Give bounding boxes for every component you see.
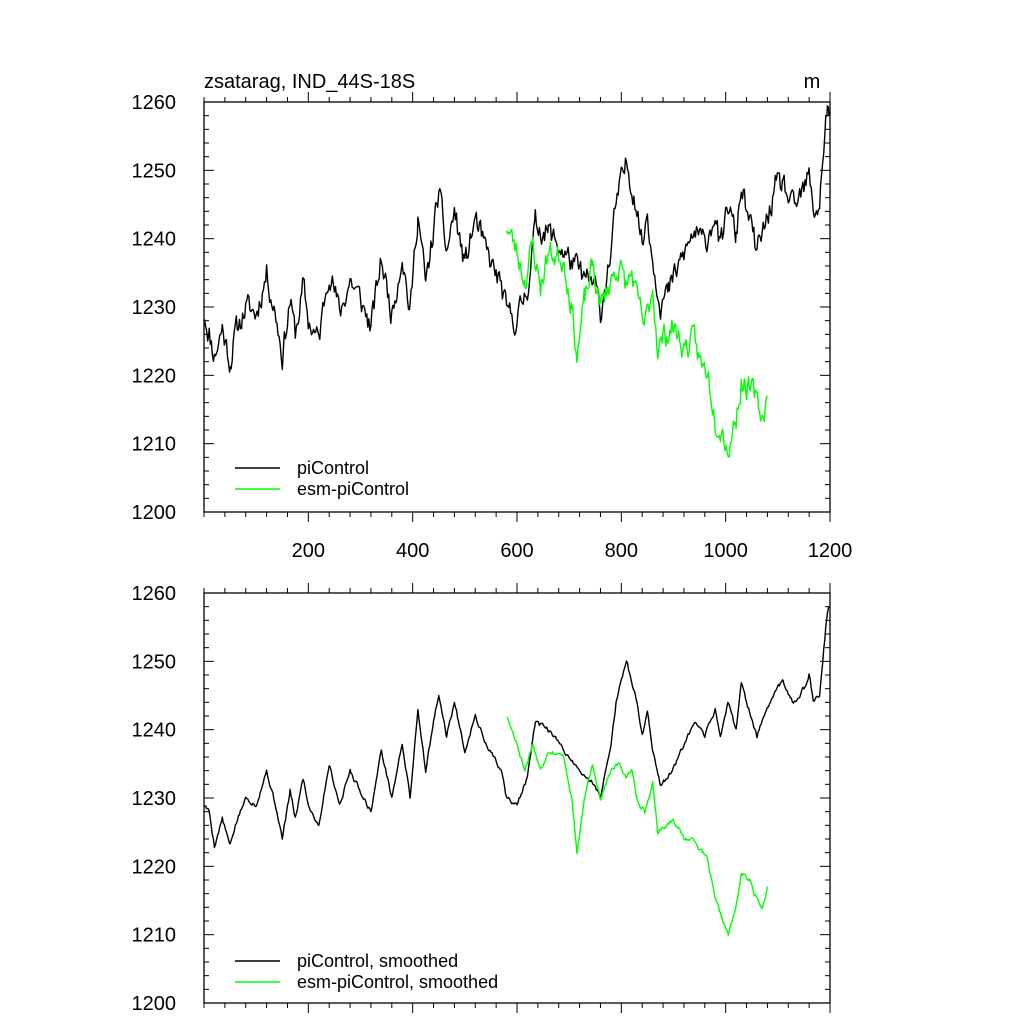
x-tick-label: 1000 <box>703 540 748 562</box>
series-line-picontrol <box>204 105 830 373</box>
y-tick-label: 1230 <box>132 788 177 810</box>
x-tick-label: 200 <box>292 540 325 562</box>
y-tick-label: 1230 <box>132 297 177 319</box>
series-line-esm-picontrol <box>505 228 768 458</box>
legend-label: piControl <box>297 458 369 478</box>
units-label: m <box>804 71 821 93</box>
plot-title: zsatarag, IND_44S-18S <box>204 71 415 93</box>
y-tick-label: 1200 <box>132 502 177 524</box>
legend-label: piControl, smoothed <box>297 951 458 971</box>
legend-label: esm-piControl <box>297 479 409 499</box>
plot-frame <box>203 101 831 513</box>
plot-frame <box>203 592 831 1004</box>
y-tick-label: 1250 <box>132 651 177 673</box>
top-panel: zsatarag, IND_44S-18S m 1200 1210 1220 1230… <box>132 71 853 562</box>
y-tick-label: 1220 <box>132 365 177 387</box>
y-tick-label: 1240 <box>132 229 177 251</box>
y-tick-label: 1260 <box>132 92 177 114</box>
series-line-picontrol-smoothed <box>204 606 830 849</box>
x-tick-label: 400 <box>396 540 429 562</box>
y-tick-label: 1200 <box>132 993 177 1015</box>
y-tick-label: 1220 <box>132 856 177 878</box>
series-line-esm-picontrol-smoothed <box>506 716 769 936</box>
x-tick-label: 1200 <box>808 540 853 562</box>
y-tick-label: 1210 <box>132 434 177 456</box>
x-tick-label: 800 <box>605 540 638 562</box>
y-tick-label: 1240 <box>132 720 177 742</box>
axis-ticks <box>203 92 831 522</box>
bottom-panel: 1200 1210 1220 1230 1240 1250 1260 piControl, s… <box>132 583 831 1015</box>
y-tick-label: 1210 <box>132 925 177 947</box>
y-tick-label: 1250 <box>132 160 177 182</box>
x-tick-label: 600 <box>500 540 533 562</box>
axis-ticks <box>203 583 831 1013</box>
legend-label: esm-piControl, smoothed <box>297 972 498 992</box>
y-tick-label: 1260 <box>132 583 177 605</box>
